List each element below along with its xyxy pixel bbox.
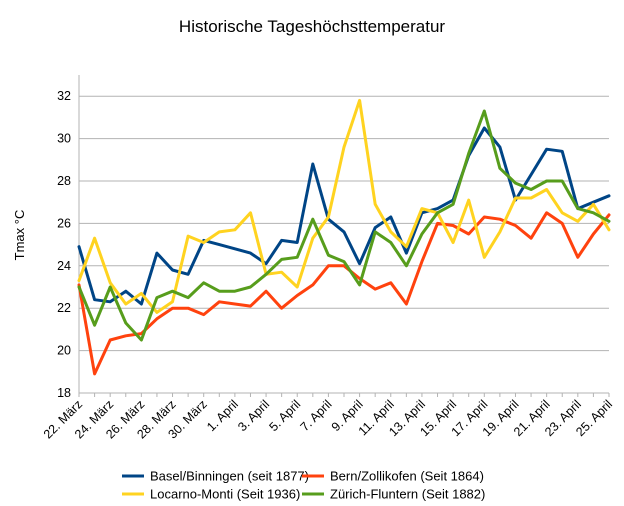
legend: Basel/Binningen (seit 1877) Bern/Zollikof… <box>122 469 485 502</box>
y-tick-label: 22 <box>57 301 71 315</box>
x-tick-label: 3. April <box>235 397 272 434</box>
legend-label: Zürich-Fluntern (Seit 1882) <box>330 487 485 502</box>
axes <box>78 75 610 397</box>
y-tick-label: 26 <box>57 216 71 230</box>
y-tick-label: 20 <box>57 344 71 358</box>
legend-label: Locarno-Monti (Seit 1936) <box>150 487 300 502</box>
legend-label: Bern/Zollikofen (Seit 1864) <box>330 469 484 484</box>
series-line-4 <box>77 109 611 342</box>
series-lines <box>77 98 611 376</box>
y-tick-label: 28 <box>57 174 71 188</box>
x-tick-label: 7. April <box>298 397 335 434</box>
y-axis-title: Tmax °C <box>12 210 27 261</box>
series-line-1 <box>77 126 611 306</box>
y-tick-label: 30 <box>57 132 71 146</box>
y-tick-label: 18 <box>57 386 71 400</box>
series-line-3 <box>77 98 611 314</box>
series-line-2 <box>77 211 611 376</box>
chart-title: Historische Tageshöchsttemperatur <box>178 17 446 36</box>
grid-lines <box>79 95 609 394</box>
x-tick-label: 1. April <box>204 397 241 434</box>
y-tick-label: 32 <box>57 89 71 103</box>
legend-label: Basel/Binningen (seit 1877) <box>150 469 309 484</box>
x-tick-label: 5. April <box>266 397 303 434</box>
y-tick-label: 24 <box>57 259 71 273</box>
